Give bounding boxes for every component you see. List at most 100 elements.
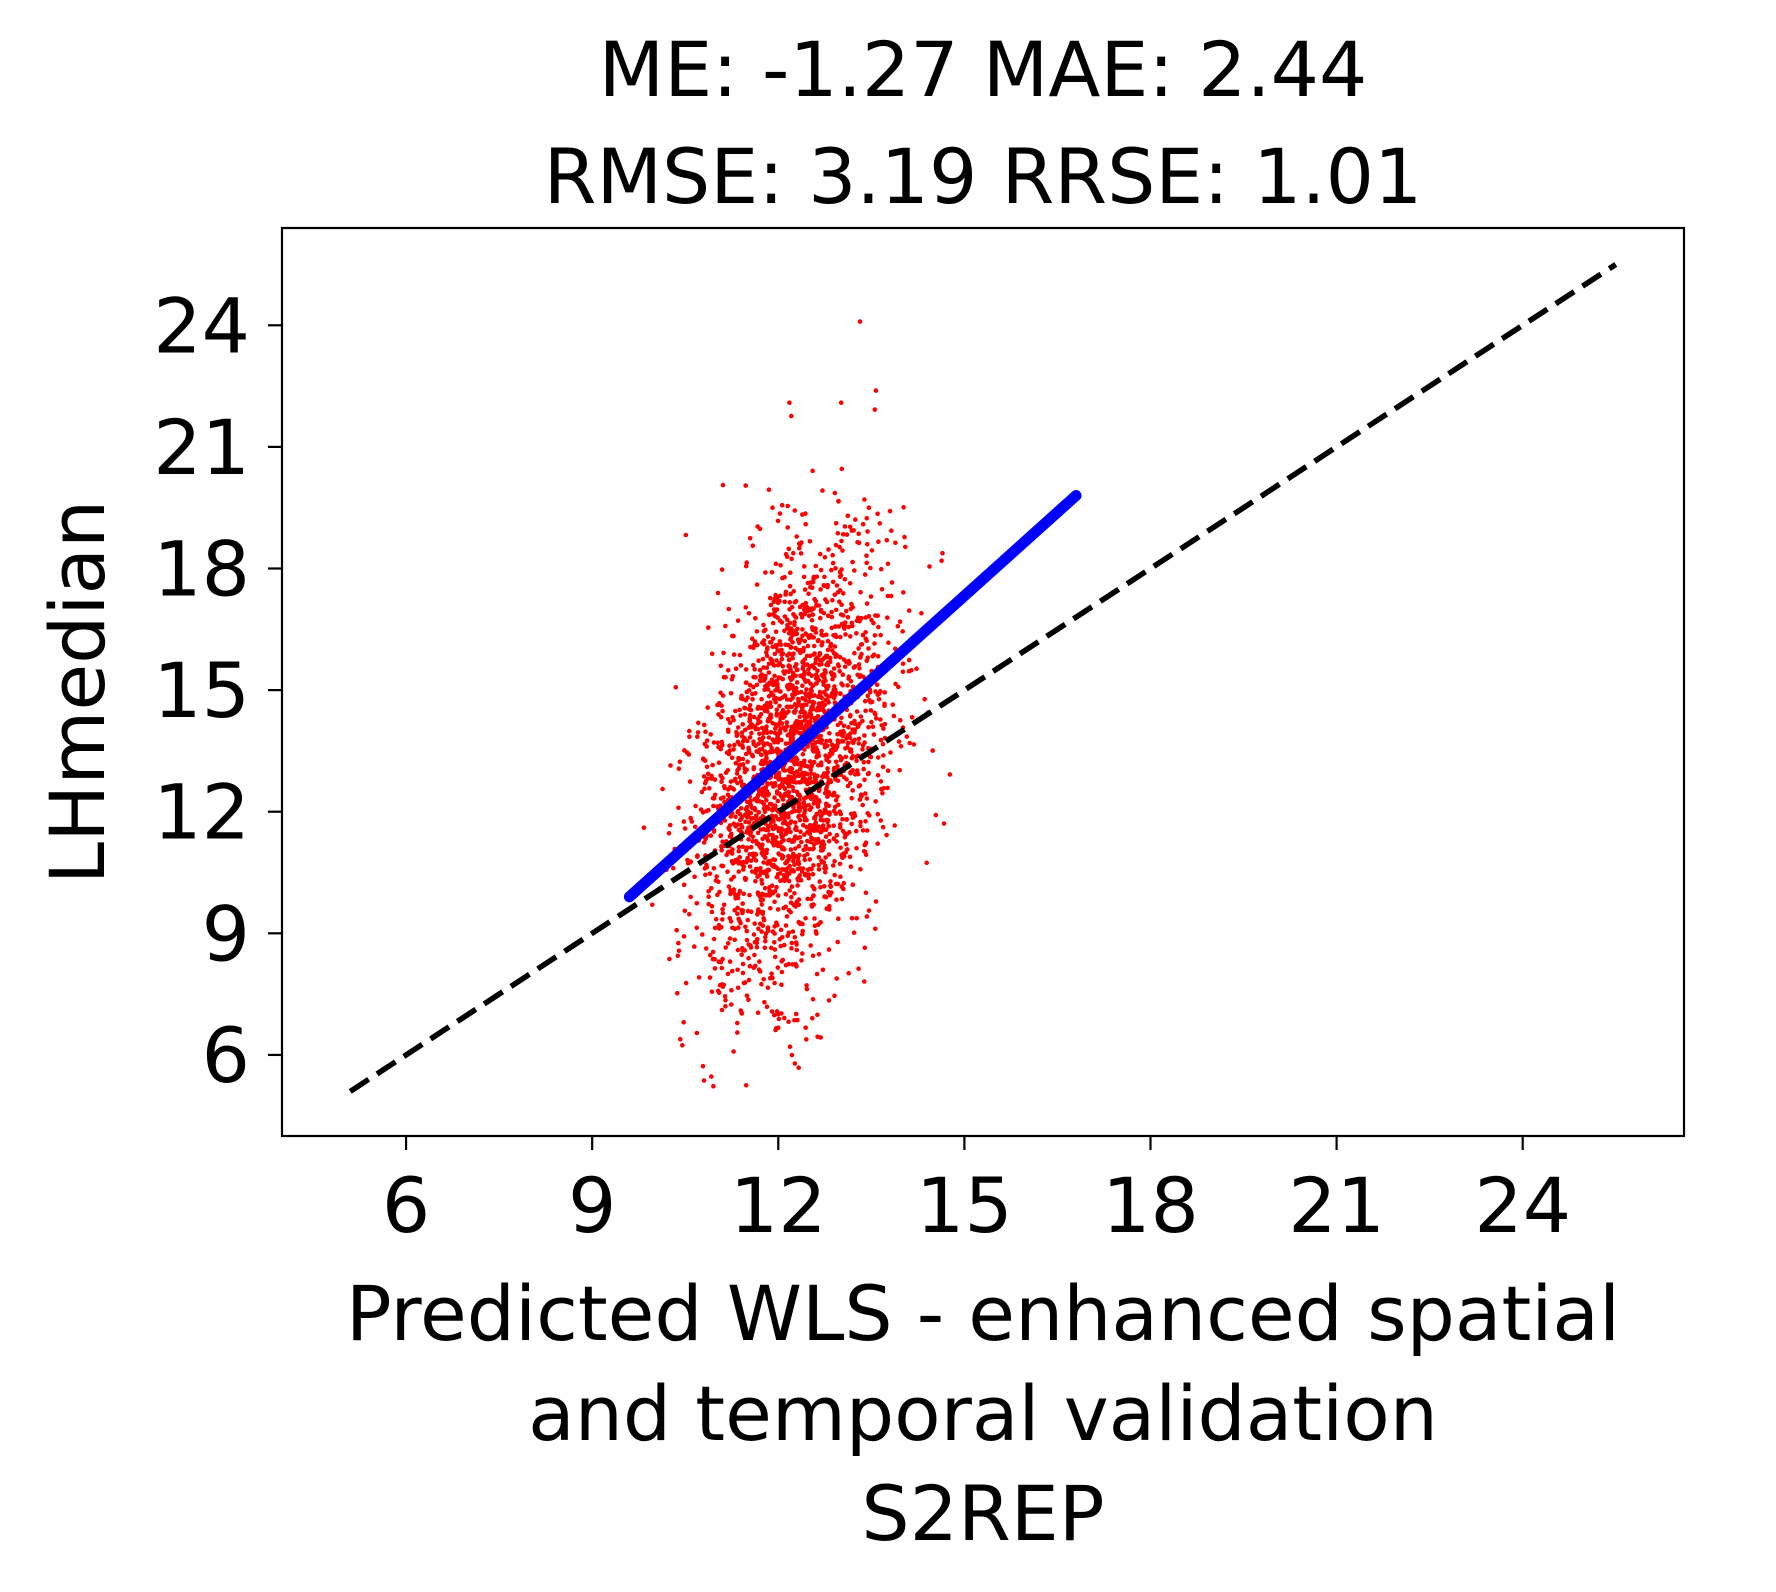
scatter-point (792, 664, 798, 669)
scatter-point (782, 1015, 787, 1021)
scatter-point (823, 786, 829, 792)
scatter-point (791, 902, 796, 908)
scatter-point (764, 756, 769, 762)
scatter-point (854, 758, 859, 763)
scatter-point (713, 878, 719, 883)
scatter-point (860, 743, 866, 748)
scatter-point (877, 521, 883, 526)
scatter-point (723, 770, 729, 775)
scatter-point (866, 770, 872, 776)
scatter-point (849, 601, 854, 607)
scatter-point (761, 860, 766, 865)
scatter-point (762, 885, 768, 891)
scatter-point (836, 624, 842, 629)
scatter-point (861, 759, 867, 765)
scatter-point (824, 757, 829, 763)
scatter-point (747, 963, 753, 969)
scatter-point (788, 677, 794, 682)
scatter-point (687, 912, 692, 917)
scatter-point (830, 552, 835, 558)
scatter-point (791, 550, 796, 556)
scatter-point (780, 664, 786, 669)
scatter-point (802, 857, 807, 863)
scatter-point (788, 847, 794, 852)
scatter-point (802, 587, 808, 592)
scatter-point (800, 921, 805, 927)
scatter-point (776, 851, 781, 856)
scatter-point (865, 693, 871, 699)
scatter-point (884, 537, 890, 543)
scatter-point (804, 662, 810, 667)
scatter-point (779, 969, 785, 975)
scatter-point (863, 630, 868, 635)
scatter-point (818, 587, 823, 592)
scatter-point (765, 709, 770, 714)
scatter-point (767, 801, 773, 807)
scatter-point (804, 1037, 809, 1042)
scatter-point (817, 662, 822, 667)
scatter-point (746, 725, 752, 730)
scatter-point (769, 971, 774, 976)
scatter-point (789, 1052, 795, 1058)
scatter-point (758, 898, 764, 903)
scatter-point (772, 940, 777, 945)
scatter-point (853, 828, 859, 834)
scatter-point (735, 1030, 740, 1035)
scatter-point (862, 777, 867, 783)
scatter-point (687, 734, 692, 739)
scatter-point (744, 993, 750, 998)
scatter-point (814, 811, 819, 817)
scatter-point (805, 643, 811, 649)
scatter-point (735, 895, 741, 901)
scatter-point (817, 879, 823, 884)
scatter-point (807, 759, 813, 764)
scatter-point (880, 764, 886, 770)
scatter-point (788, 636, 794, 641)
scatter-point (703, 872, 708, 878)
scatter-point (752, 921, 757, 926)
scatter-point (801, 607, 807, 612)
scatter-point (710, 795, 716, 801)
scatter-point (846, 970, 851, 976)
scatter-point (772, 651, 778, 657)
scatter-point (750, 543, 756, 548)
scatter-point (772, 931, 777, 936)
scatter-point (801, 800, 806, 806)
scatter-point (818, 607, 824, 613)
scatter-point (927, 564, 932, 569)
scatter-point (787, 607, 792, 612)
scatter-point (852, 721, 858, 726)
scatter-point (840, 532, 846, 537)
scatter-point (755, 726, 761, 732)
scatter-point (826, 852, 832, 857)
scatter-point (779, 620, 785, 625)
scatter-point (692, 944, 697, 949)
scatter-point (788, 570, 793, 575)
scatter-point (763, 570, 768, 575)
scatter-point (841, 723, 847, 729)
scatter-point (866, 646, 871, 651)
scatter-point (803, 691, 808, 696)
scatter-point (790, 639, 795, 645)
scatter-point (776, 1016, 782, 1022)
scatter-point (768, 700, 773, 705)
scatter-point (796, 813, 802, 818)
scatter-point (814, 971, 820, 977)
scatter-point (677, 759, 683, 765)
scatter-point (789, 838, 795, 844)
scatter-point (832, 993, 837, 999)
scatter-point (790, 775, 795, 780)
scatter-point (730, 925, 735, 931)
scatter-point (808, 839, 813, 845)
scatter-point (844, 532, 850, 537)
scatter-point (786, 790, 792, 795)
scatter-point (747, 892, 752, 898)
scatter-point (839, 567, 844, 572)
scatter-point (696, 975, 702, 980)
scatter-point (764, 650, 769, 655)
scatter-point (816, 867, 822, 872)
scatter-point (798, 709, 803, 715)
scatter-point (795, 883, 800, 888)
scatter-point (705, 771, 711, 777)
scatter-point (780, 820, 786, 826)
